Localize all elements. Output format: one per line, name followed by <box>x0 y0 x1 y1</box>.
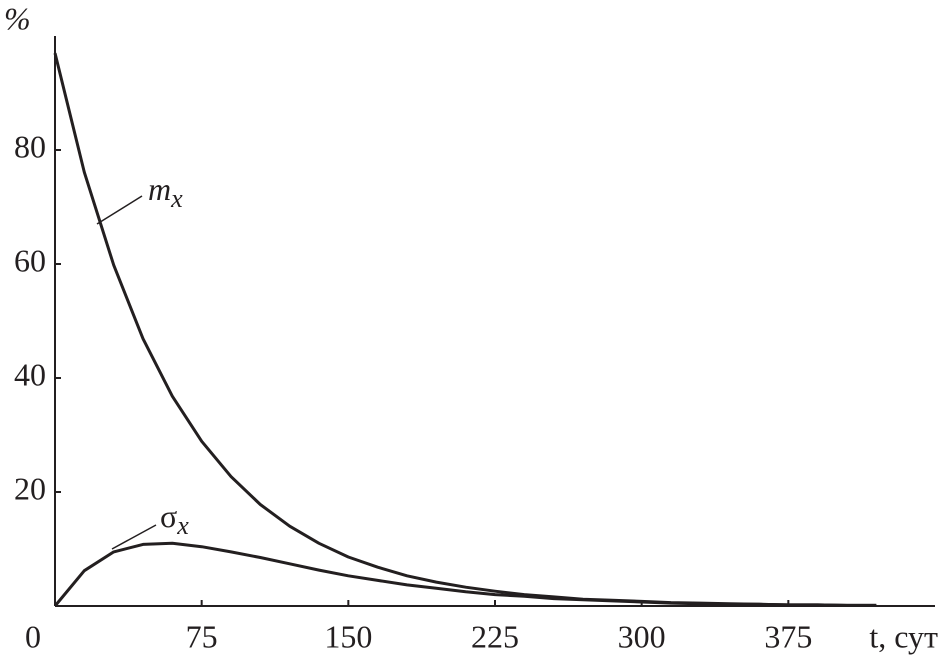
x-tick-label: 375 <box>764 618 812 654</box>
y-tick-label: 60 <box>14 242 46 278</box>
series-line <box>53 541 877 607</box>
annotation-subscript: x <box>176 511 189 540</box>
annotation: mx <box>148 171 183 213</box>
x-tick-label: 0 <box>25 618 41 654</box>
y-tick-label: 40 <box>14 356 46 392</box>
y-tick-label: 80 <box>14 128 46 164</box>
annotation-leader <box>111 524 157 550</box>
annotation-text: σ <box>160 498 177 534</box>
annotation: σx <box>160 498 189 540</box>
x-tick-label: 150 <box>324 618 372 654</box>
y-axis-label: % <box>4 0 31 36</box>
annotation-leader <box>96 195 143 225</box>
annotation-subscript: x <box>170 184 183 213</box>
x-tick-label: 75 <box>186 618 218 654</box>
x-axis-label: t, сут <box>869 618 938 654</box>
x-tick-label: 225 <box>471 618 519 654</box>
y-tick-label: 20 <box>14 470 46 506</box>
annotation-text: m <box>148 171 171 207</box>
x-tick-label: 300 <box>618 618 666 654</box>
